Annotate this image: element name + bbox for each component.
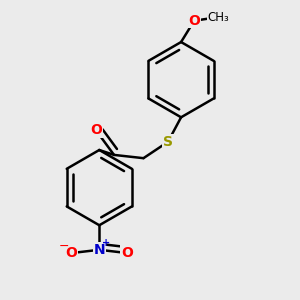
Text: S: S (163, 135, 173, 149)
Text: −: − (59, 240, 70, 253)
Text: +: + (102, 238, 111, 248)
Text: O: O (65, 246, 77, 260)
Text: O: O (90, 123, 102, 137)
Text: O: O (121, 246, 133, 260)
Text: CH₃: CH₃ (208, 11, 230, 24)
Text: O: O (188, 14, 200, 28)
Text: N: N (94, 243, 105, 257)
